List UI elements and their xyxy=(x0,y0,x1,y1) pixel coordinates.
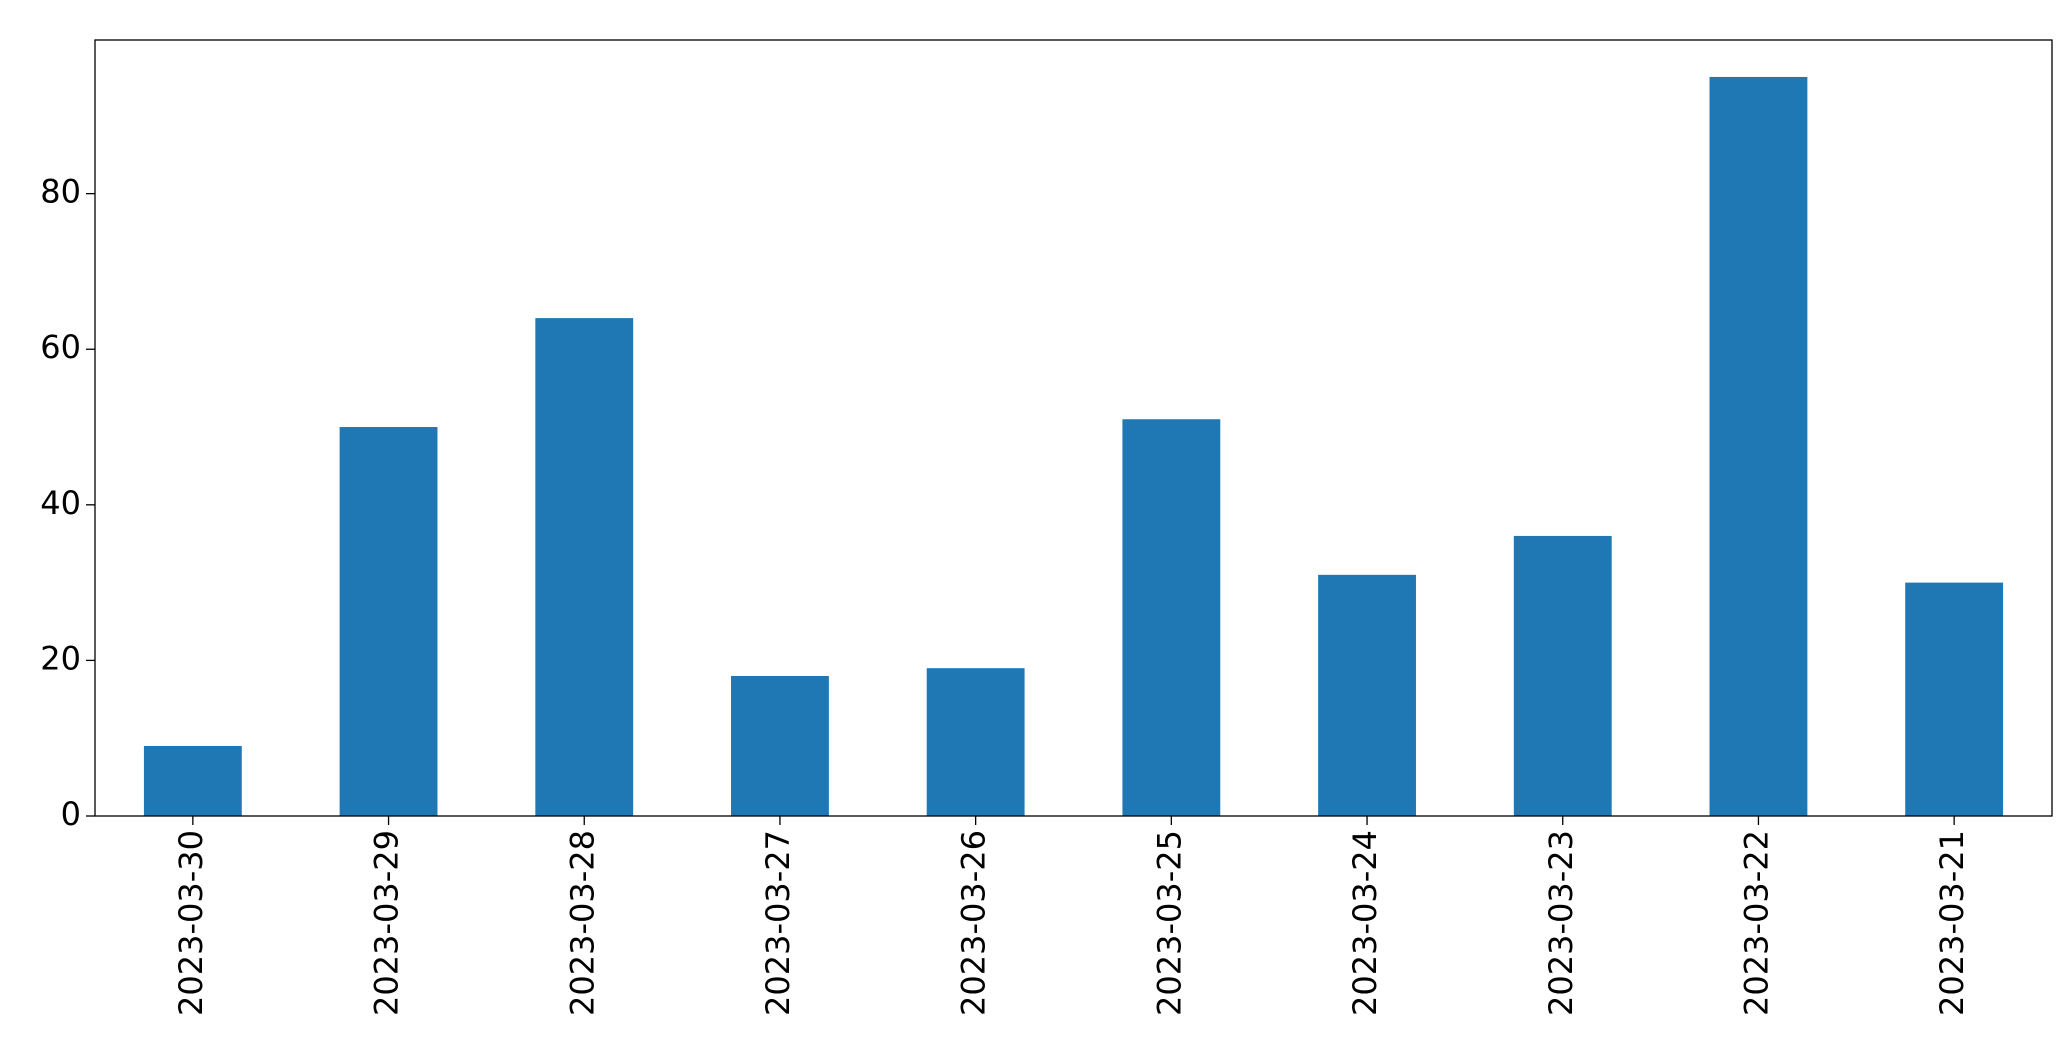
y-tick-label: 60 xyxy=(40,328,81,366)
x-tick-label: 2023-03-26 xyxy=(955,830,993,1016)
x-tick-label: 2023-03-28 xyxy=(563,830,601,1016)
bar xyxy=(1122,419,1221,816)
bar xyxy=(1318,574,1416,816)
x-tick-label: 2023-03-21 xyxy=(1933,830,1971,1016)
plot-frame xyxy=(94,39,2053,817)
y-tick-label: 20 xyxy=(40,639,81,677)
bar xyxy=(339,427,438,816)
bar xyxy=(731,675,829,816)
bar xyxy=(926,668,1025,816)
x-tick-label: 2023-03-25 xyxy=(1150,830,1188,1016)
y-tick-label: 0 xyxy=(61,795,81,833)
bar xyxy=(1905,582,2004,816)
x-tick-label: 2023-03-27 xyxy=(759,830,797,1016)
x-tick-label: 2023-03-22 xyxy=(1737,830,1775,1016)
bar xyxy=(1709,76,1808,816)
y-tick-label: 80 xyxy=(40,173,81,211)
x-tick-label: 2023-03-23 xyxy=(1542,830,1580,1016)
bar xyxy=(1513,535,1612,816)
y-tick-label: 40 xyxy=(40,484,81,522)
bar xyxy=(535,318,634,816)
x-tick-label: 2023-03-29 xyxy=(368,830,406,1016)
x-tick-label: 2023-03-30 xyxy=(172,830,210,1016)
bar xyxy=(143,745,242,816)
x-tick-label: 2023-03-24 xyxy=(1346,830,1384,1016)
